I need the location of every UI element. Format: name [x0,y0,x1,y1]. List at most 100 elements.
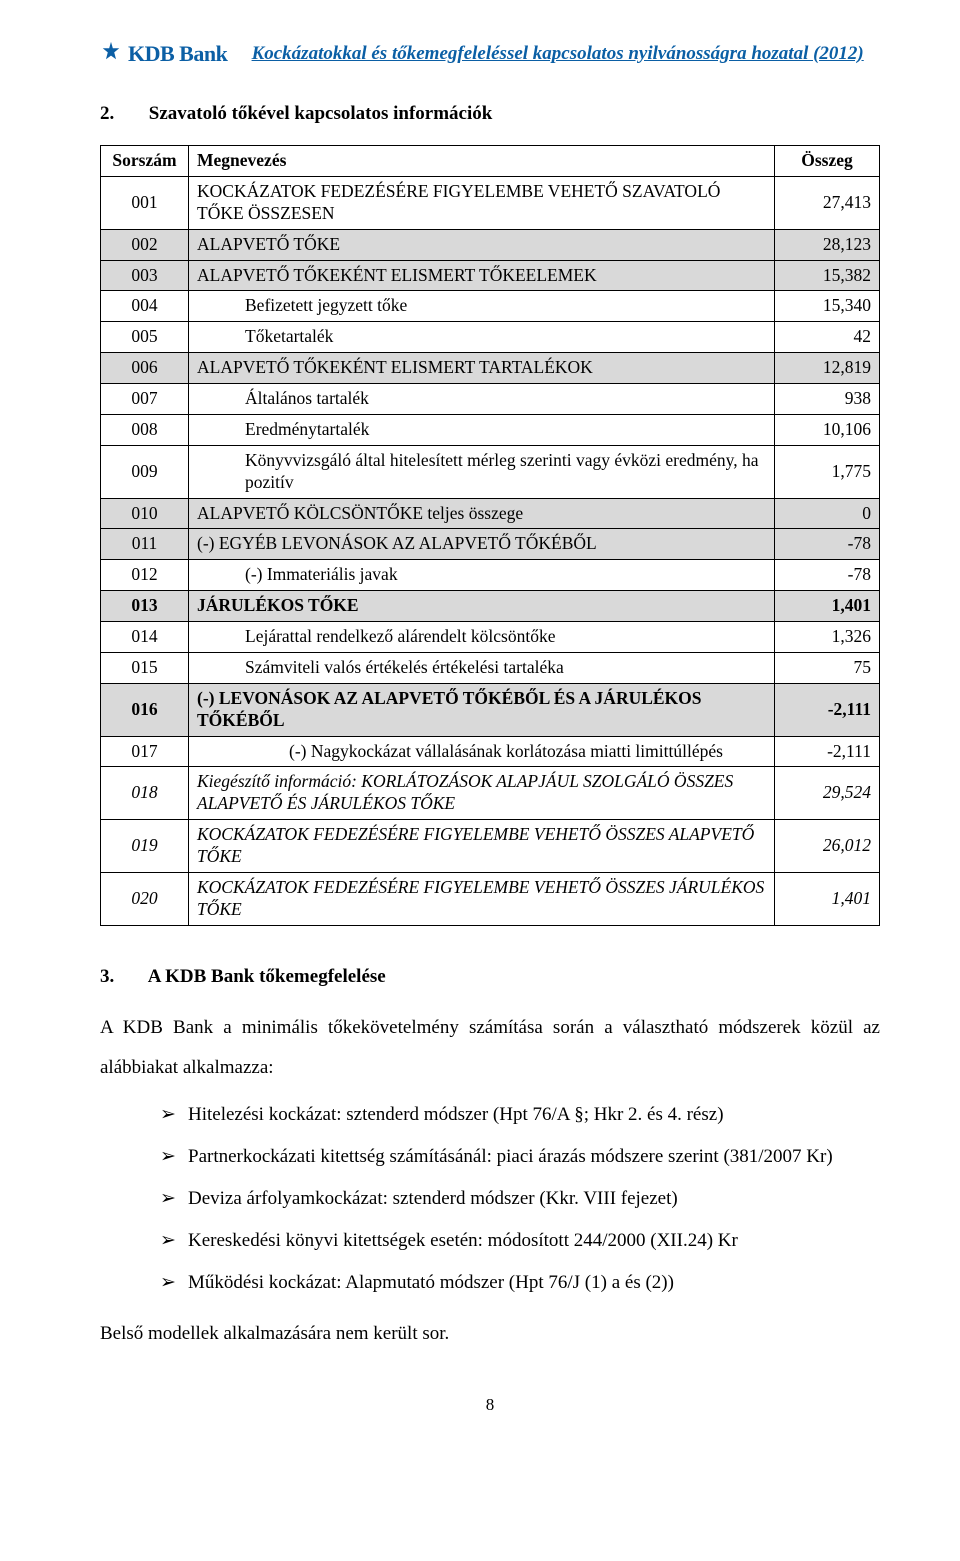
row-num: 002 [101,229,189,260]
col-header-megnevezes: Megnevezés [189,146,775,177]
row-label: Általános tartalék [189,384,775,415]
row-value: 1,326 [775,622,880,653]
row-num: 009 [101,445,189,498]
table-head: Sorszám Megnevezés Összeg [101,146,880,177]
row-num: 004 [101,291,189,322]
row-value: 1,401 [775,591,880,622]
section-2-num: 2. [100,103,144,125]
row-label: JÁRULÉKOS TŐKE [189,591,775,622]
row-num: 015 [101,652,189,683]
row-label: Befizetett jegyzett tőke [189,291,775,322]
table-row: 009Könyvvizsgáló által hitelesített mérl… [101,445,880,498]
row-num: 003 [101,260,189,291]
row-value: 15,382 [775,260,880,291]
row-num: 006 [101,353,189,384]
row-label: Tőketartalék [189,322,775,353]
row-label: Kiegészítő információ: KORLÁTOZÁSOK ALAP… [189,767,775,820]
row-value: 26,012 [775,820,880,873]
row-label: ALAPVETŐ TŐKEKÉNT ELISMERT TŐKEELEMEK [189,260,775,291]
row-label: Számviteli valós értékelés értékelési ta… [189,652,775,683]
header-title: Kockázatokkal és tőkemegfeleléssel kapcs… [235,43,880,67]
row-value: 29,524 [775,767,880,820]
row-value: -2,111 [775,736,880,767]
row-value: 75 [775,652,880,683]
page: KDB Bank Kockázatokkal és tőkemegfelelés… [0,0,960,1475]
row-label: ALAPVETŐ TŐKE [189,229,775,260]
row-value: 12,819 [775,353,880,384]
row-label: (-) Immateriális javak [189,560,775,591]
row-label: KOCKÁZATOK FEDEZÉSÉRE FIGYELEMBE VEHETŐ … [189,872,775,925]
row-value: -78 [775,529,880,560]
row-num: 019 [101,820,189,873]
row-label: (-) EGYÉB LEVONÁSOK AZ ALAPVETŐ TŐKÉBŐL [189,529,775,560]
row-value: -78 [775,560,880,591]
row-value: 1,775 [775,445,880,498]
table-row: 004Befizetett jegyzett tőke15,340 [101,291,880,322]
row-num: 016 [101,683,189,736]
table-row: 012(-) Immateriális javak-78 [101,560,880,591]
col-header-sorszam: Sorszám [101,146,189,177]
row-label: Lejárattal rendelkező alárendelt kölcsön… [189,622,775,653]
row-label: (-) Nagykockázat vállalásának korlátozás… [189,736,775,767]
row-label: ALAPVETŐ KÖLCSÖNTŐKE teljes összege [189,498,775,529]
row-num: 012 [101,560,189,591]
row-value: 10,106 [775,414,880,445]
table-row: 019KOCKÁZATOK FEDEZÉSÉRE FIGYELEMBE VEHE… [101,820,880,873]
logo-star-icon [100,40,122,67]
logo-text: KDB Bank [128,41,227,67]
table-row: 016(-) LEVONÁSOK AZ ALAPVETŐ TŐKÉBŐL ÉS … [101,683,880,736]
row-num: 018 [101,767,189,820]
row-num: 010 [101,498,189,529]
row-num: 013 [101,591,189,622]
table-row: 002ALAPVETŐ TŐKE28,123 [101,229,880,260]
row-num: 020 [101,872,189,925]
table-row: 017(-) Nagykockázat vállalásának korláto… [101,736,880,767]
col-header-osszeg: Összeg [775,146,880,177]
table-body: 001KOCKÁZATOK FEDEZÉSÉRE FIGYELEMBE VEHE… [101,176,880,925]
table-row: 003ALAPVETŐ TŐKEKÉNT ELISMERT TŐKEELEMEK… [101,260,880,291]
row-label: Könyvvizsgáló által hitelesített mérleg … [189,445,775,498]
section-3-num: 3. [100,966,144,988]
table-row: 005Tőketartalék42 [101,322,880,353]
table-row: 011(-) EGYÉB LEVONÁSOK AZ ALAPVETŐ TŐKÉB… [101,529,880,560]
table-row: 013JÁRULÉKOS TŐKE1,401 [101,591,880,622]
list-item: Hitelezési kockázat: sztenderd módszer (… [160,1095,880,1135]
table-row: 007Általános tartalék938 [101,384,880,415]
row-value: 42 [775,322,880,353]
table-row: 001KOCKÁZATOK FEDEZÉSÉRE FIGYELEMBE VEHE… [101,176,880,229]
row-value: -2,111 [775,683,880,736]
table-row: 010ALAPVETŐ KÖLCSÖNTŐKE teljes összege0 [101,498,880,529]
row-label: KOCKÁZATOK FEDEZÉSÉRE FIGYELEMBE VEHETŐ … [189,820,775,873]
row-value: 27,413 [775,176,880,229]
table-row: 018Kiegészítő információ: KORLÁTOZÁSOK A… [101,767,880,820]
section-3-heading: 3. A KDB Bank tőkemegfelelése [100,966,880,988]
list-item: Partnerkockázati kitettség számításánál:… [160,1137,880,1177]
row-num: 017 [101,736,189,767]
row-value: 0 [775,498,880,529]
page-header: KDB Bank Kockázatokkal és tőkemegfelelés… [100,40,880,67]
row-label: Eredménytartalék [189,414,775,445]
table-row: 006ALAPVETŐ TŐKEKÉNT ELISMERT TARTALÉKOK… [101,353,880,384]
method-list: Hitelezési kockázat: sztenderd módszer (… [100,1095,880,1302]
section-2-heading: 2. Szavatoló tőkével kapcsolatos informá… [100,103,880,125]
row-num: 001 [101,176,189,229]
capital-table: Sorszám Megnevezés Összeg 001KOCKÁZATOK … [100,145,880,926]
row-value: 15,340 [775,291,880,322]
table-header-row: Sorszám Megnevezés Összeg [101,146,880,177]
row-num: 005 [101,322,189,353]
table-row: 020KOCKÁZATOK FEDEZÉSÉRE FIGYELEMBE VEHE… [101,872,880,925]
row-label: (-) LEVONÁSOK AZ ALAPVETŐ TŐKÉBŐL ÉS A J… [189,683,775,736]
row-num: 008 [101,414,189,445]
logo: KDB Bank [100,40,227,67]
table-row: 008Eredménytartalék10,106 [101,414,880,445]
table-row: 015Számviteli valós értékelés értékelési… [101,652,880,683]
row-num: 007 [101,384,189,415]
row-label: ALAPVETŐ TŐKEKÉNT ELISMERT TARTALÉKOK [189,353,775,384]
row-label: KOCKÁZATOK FEDEZÉSÉRE FIGYELEMBE VEHETŐ … [189,176,775,229]
section-3-title: A KDB Bank tőkemegfelelése [148,966,386,987]
row-num: 011 [101,529,189,560]
section-2-title: Szavatoló tőkével kapcsolatos információ… [149,103,493,124]
list-item: Működési kockázat: Alapmutató módszer (H… [160,1263,880,1303]
row-value: 938 [775,384,880,415]
page-number: 8 [100,1395,880,1415]
